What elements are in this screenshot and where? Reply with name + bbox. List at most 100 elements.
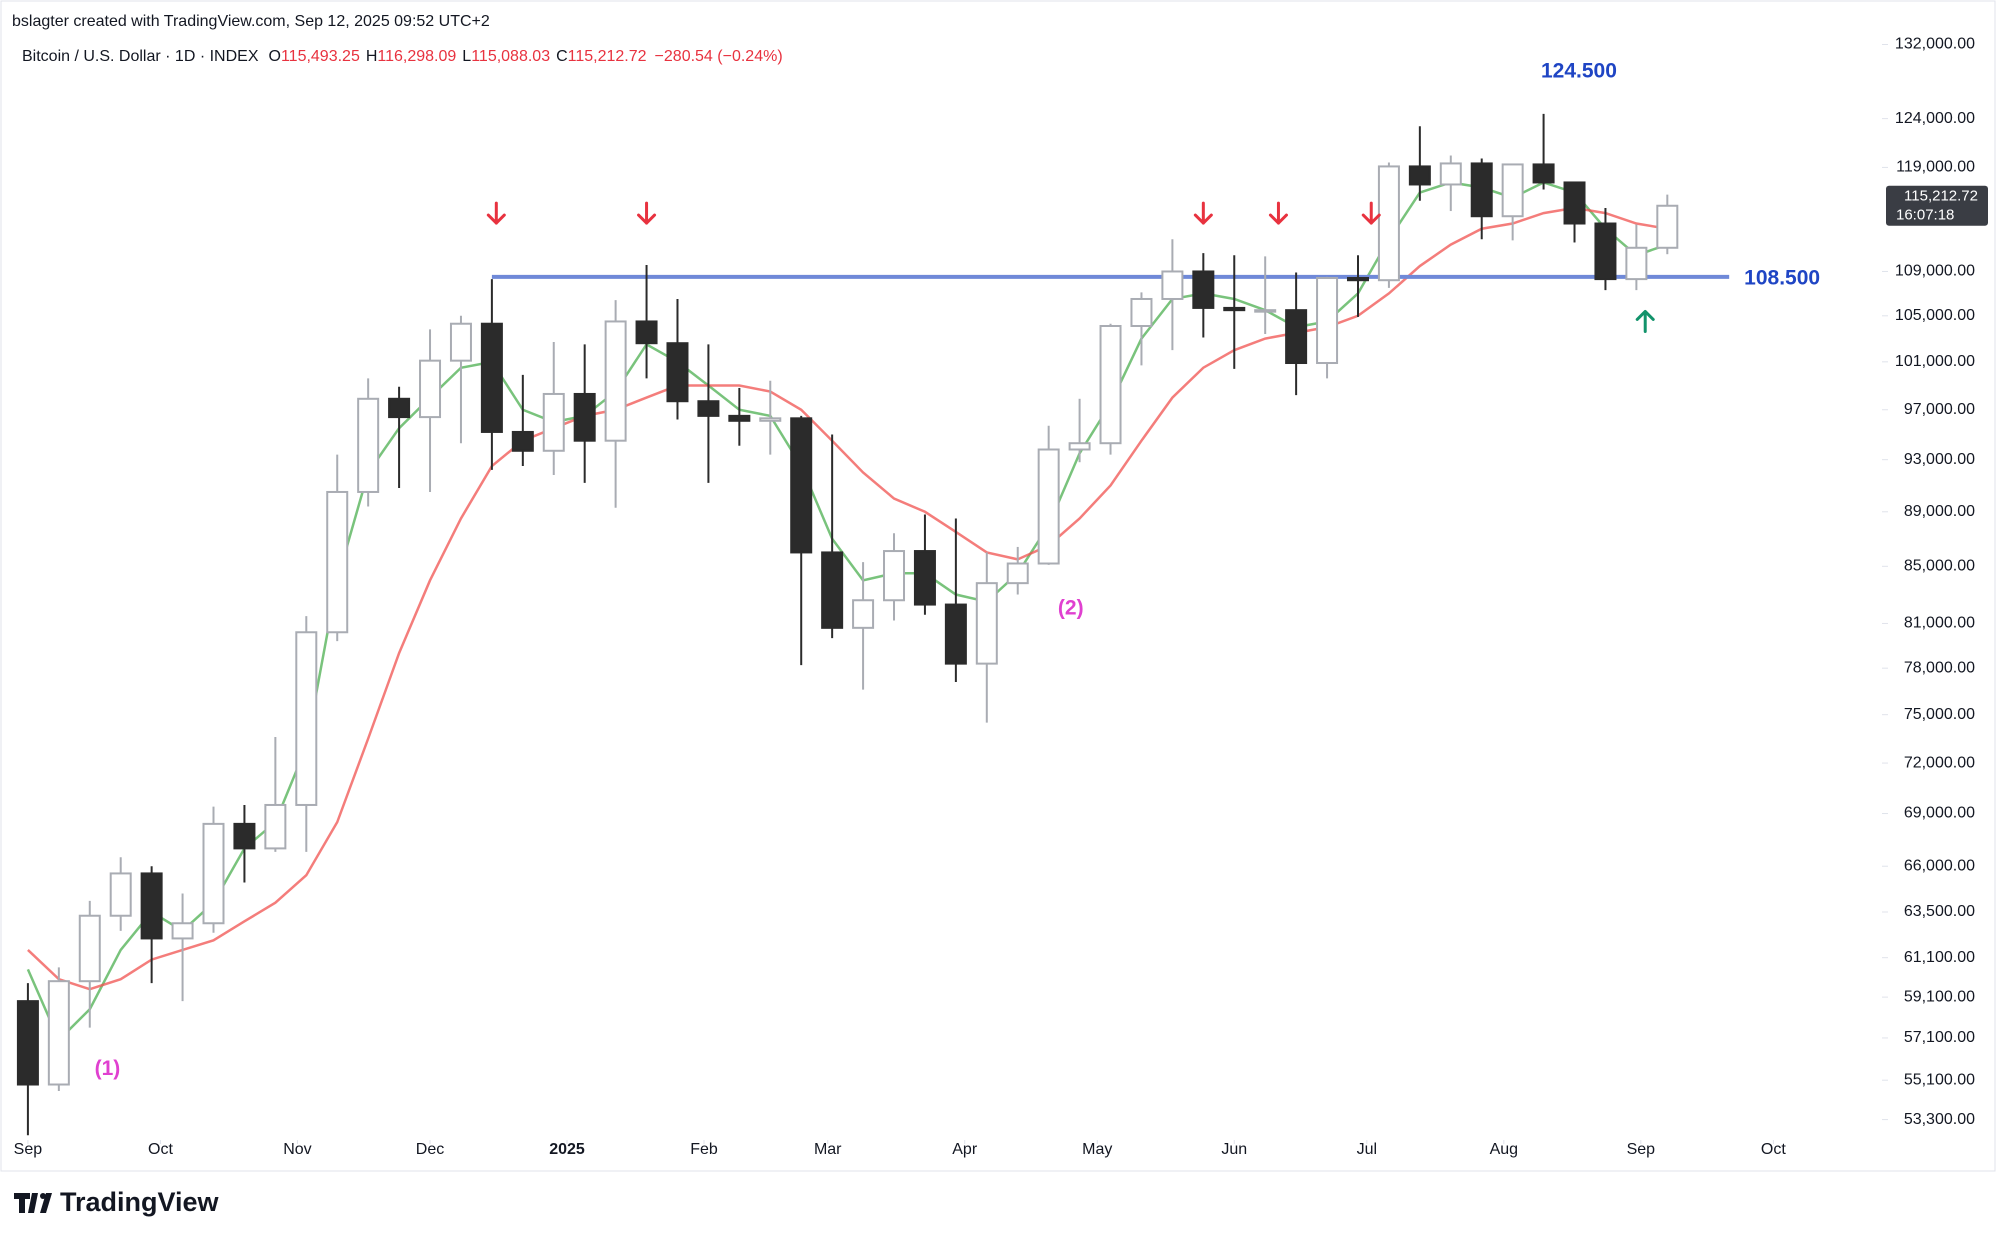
x-tick-label: Apr	[952, 1141, 978, 1158]
y-tick-label: 69,000.00	[1904, 805, 1975, 822]
candle-body	[1501, 163, 1524, 218]
candle-body	[790, 417, 813, 554]
y-tick-label: 81,000.00	[1904, 615, 1975, 632]
x-tick-label: Oct	[148, 1141, 173, 1158]
x-tick-label: Nov	[283, 1141, 311, 1158]
candle-body	[852, 599, 875, 629]
level-label: 108.500	[1744, 266, 1820, 289]
x-tick-label: Jun	[1221, 1141, 1247, 1158]
y-tick-label: 63,500.00	[1904, 903, 1975, 920]
logo: TradingView	[14, 1187, 220, 1217]
x-tick-label: Mar	[814, 1141, 842, 1158]
candle-body	[171, 922, 194, 940]
candle-body	[1223, 306, 1246, 312]
legend: Bitcoin / U.S. Dollar · 1D · INDEX O115,4…	[22, 48, 783, 65]
candle-body	[1656, 204, 1679, 249]
candle-body	[264, 803, 287, 850]
candle-body	[728, 414, 751, 422]
ohlc-key: H	[366, 48, 378, 65]
y-tick-label: 59,100.00	[1904, 988, 1975, 1005]
y-tick-label: 97,000.00	[1904, 401, 1975, 418]
ohlc-key: C	[556, 48, 568, 65]
logo-mark	[14, 1193, 38, 1213]
arrow	[1635, 309, 1655, 333]
candle-body	[1439, 162, 1462, 186]
y-tick-label: 119,000.00	[1896, 159, 1975, 176]
x-tick-label: 2025	[549, 1141, 585, 1158]
candle-body	[1346, 277, 1369, 282]
candle-body	[419, 359, 442, 419]
candle-body	[1408, 165, 1431, 186]
candle-body	[635, 320, 658, 345]
candle-body	[542, 392, 565, 452]
ma-line	[26, 181, 1668, 1043]
candle-body	[883, 550, 906, 602]
logo-dot	[40, 1193, 46, 1199]
candle-body	[1037, 448, 1060, 565]
y-tick-label: 89,000.00	[1904, 503, 1975, 520]
candle-body	[573, 392, 596, 442]
candle-body	[1470, 162, 1493, 218]
y-tick-label: 53,300.00	[1904, 1111, 1975, 1128]
arrow	[486, 201, 506, 225]
symbol: Bitcoin / U.S. Dollar · 1D · INDEX	[22, 48, 259, 65]
arrow	[637, 201, 657, 225]
ohlc-value: 116,298.09	[377, 48, 456, 65]
candle-body	[233, 822, 256, 850]
candle-body	[759, 417, 782, 422]
candle-body	[1377, 165, 1400, 282]
y-tick-label: 132,000.00	[1895, 36, 1975, 53]
annotation: (1)	[95, 1057, 121, 1080]
candle-body	[1563, 181, 1586, 225]
price-tag-label: 115,212.72	[1904, 188, 1978, 205]
candle-body	[1161, 270, 1184, 300]
candle-body	[913, 550, 936, 606]
y-tick-label: 105,000.00	[1895, 307, 1975, 324]
candle-body	[821, 551, 844, 629]
candle-body	[47, 980, 70, 1086]
ohlc-value: 115,493.25	[281, 48, 360, 65]
candle-body	[1625, 246, 1648, 281]
candle-body	[295, 631, 318, 806]
logo-mark	[40, 1193, 52, 1213]
candle-body	[1099, 324, 1122, 445]
candle-body	[1254, 309, 1277, 313]
x-tick-label: Jul	[1357, 1141, 1377, 1158]
y-tick-label: 85,000.00	[1904, 558, 1975, 575]
candle-body	[78, 914, 101, 983]
candle-body	[109, 872, 132, 917]
y-tick-label: 78,000.00	[1904, 659, 1975, 676]
y-tick-label: 109,000.00	[1895, 263, 1975, 280]
candle-body	[1006, 562, 1029, 585]
y-tick-label: 57,100.00	[1904, 1029, 1975, 1046]
ohlc-key: L	[462, 48, 471, 65]
credit: bslagter created with TradingView.com, S…	[12, 13, 490, 30]
ohlc-value: 115,088.03	[471, 48, 550, 65]
candle-body	[697, 400, 720, 417]
y-tick-label: 66,000.00	[1904, 857, 1975, 874]
candle-body	[480, 322, 503, 433]
candle-body	[357, 397, 380, 493]
annotation: (2)	[1058, 596, 1084, 619]
frame	[0, 0, 1996, 1172]
candle-body	[388, 397, 411, 419]
candle-body	[1130, 297, 1153, 327]
y-tick-label: 61,100.00	[1904, 949, 1975, 966]
y-tick-label: 72,000.00	[1904, 754, 1975, 771]
y-tick-label: 101,000.00	[1895, 353, 1975, 370]
candle-body	[449, 322, 472, 362]
x-tick-label: Aug	[1490, 1141, 1518, 1158]
y-tick-label: 75,000.00	[1904, 706, 1975, 723]
candle-body	[511, 430, 534, 452]
candle-body	[975, 582, 998, 665]
x-tick-label: Dec	[416, 1141, 444, 1158]
arrow	[1361, 201, 1381, 225]
x-tick-label: May	[1082, 1141, 1112, 1158]
arrow	[1268, 201, 1288, 225]
x-tick-label: Oct	[1761, 1141, 1786, 1158]
candle-body	[326, 490, 349, 634]
candle-body	[1285, 309, 1308, 365]
candle-body	[1192, 270, 1215, 309]
x-tick-label: Sep	[1627, 1141, 1656, 1158]
